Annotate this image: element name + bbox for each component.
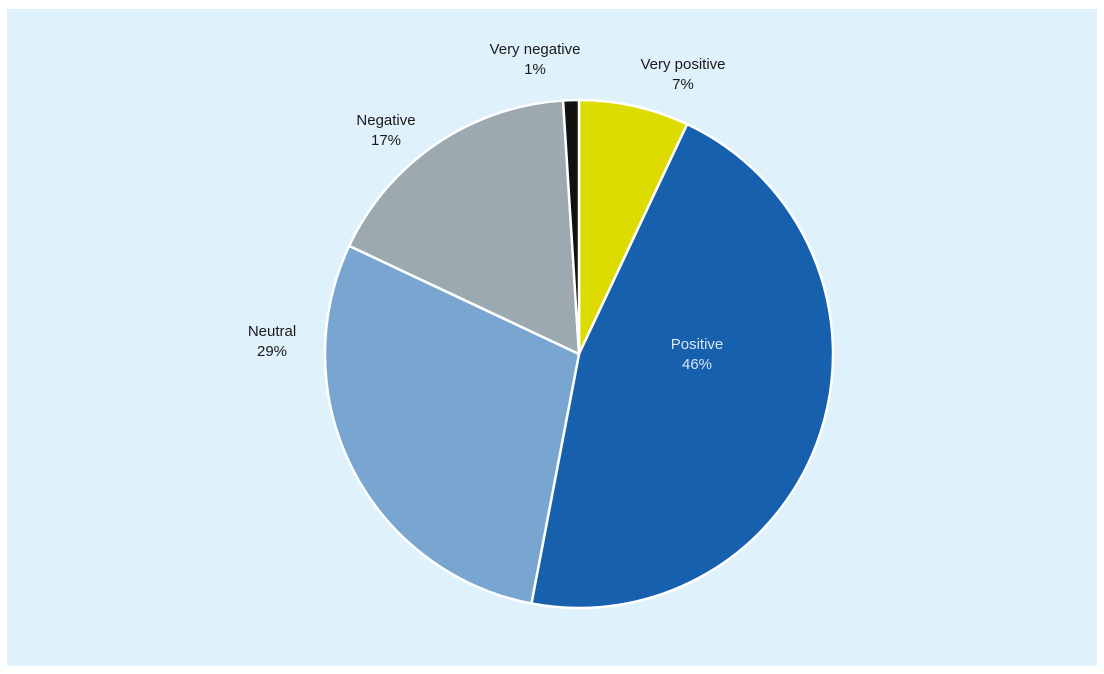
slice-name-negative: Negative [356,112,415,129]
slice-value-very-positive: 7% [672,76,694,93]
slice-label-negative: Negative 17% [356,112,415,149]
pie-slice-negative [347,99,581,356]
pie-slice-positive [530,122,835,610]
pie-slice-very-negative [561,98,581,356]
slice-value-very-negative: 1% [524,61,546,78]
slice-name-very-positive: Very positive [640,56,725,73]
slice-label-very-negative: Very negative 1% [490,41,581,78]
slice-label-very-positive: Very positive 7% [640,56,725,93]
slice-value-positive: 46% [682,356,712,373]
pie-slice-very-positive [577,98,689,356]
pie-slice-neutral [323,244,581,605]
slice-value-negative: 17% [371,132,401,149]
slice-name-positive: Positive [671,336,724,353]
slice-label-positive: Positive 46% [671,336,724,373]
slice-name-neutral: Neutral [248,323,296,340]
pie-slices [323,98,835,610]
slice-name-very-negative: Very negative [490,41,581,58]
slice-label-neutral: Neutral 29% [248,323,296,360]
pie-labels: Very positive 7% Positive 46% Neutral 29% Nega… [248,41,726,373]
slice-value-neutral: 29% [257,343,287,360]
